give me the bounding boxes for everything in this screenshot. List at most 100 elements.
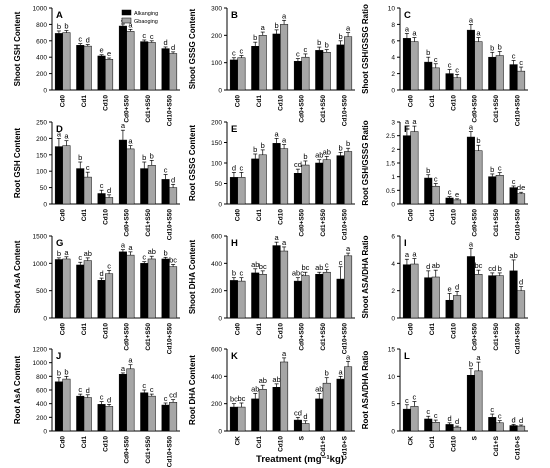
bar bbox=[410, 406, 419, 432]
significance-letter: d bbox=[455, 417, 459, 426]
bar bbox=[126, 148, 135, 205]
bar bbox=[83, 176, 92, 205]
bar bbox=[431, 422, 440, 432]
bar bbox=[140, 168, 149, 205]
significance-letter: ab bbox=[148, 247, 156, 256]
significance-letter: b bbox=[232, 269, 236, 278]
bar bbox=[237, 280, 246, 319]
significance-letter: b bbox=[57, 369, 61, 378]
y-tick-label: 600 bbox=[36, 388, 47, 395]
significance-letter: a bbox=[405, 24, 410, 33]
x-tick-label: Cd0 bbox=[235, 323, 242, 336]
x-tick-label: Cd1+S50 bbox=[493, 209, 500, 237]
y-tick-label: 200 bbox=[211, 401, 222, 408]
x-tick-label: Cd0 bbox=[60, 209, 67, 222]
x-tick-label: Cd0+S50 bbox=[124, 209, 131, 237]
bar bbox=[293, 173, 302, 205]
significance-letter: bc bbox=[169, 255, 177, 264]
y-tick-label: 100 bbox=[211, 161, 222, 168]
y-tick-label: 0 bbox=[391, 88, 395, 95]
bar bbox=[140, 263, 149, 319]
bar bbox=[54, 259, 63, 319]
significance-letter: c bbox=[150, 32, 154, 41]
x-tick-label: Cd1+S50 bbox=[145, 436, 152, 464]
bar bbox=[258, 35, 267, 91]
x-tick-label: Cd0+S50 bbox=[472, 209, 479, 237]
significance-letter: b bbox=[325, 41, 329, 50]
bar bbox=[280, 148, 289, 205]
x-tick-label: S bbox=[299, 435, 306, 440]
x-tick-label: Cd10+S50 bbox=[341, 209, 348, 241]
significance-letter: a bbox=[412, 29, 417, 38]
x-tick-label: Cd10+S50 bbox=[166, 436, 173, 468]
bar bbox=[509, 425, 518, 432]
x-tick-label: Cd0+S50 bbox=[124, 436, 131, 464]
bar bbox=[431, 276, 440, 319]
significance-letter: ab bbox=[251, 384, 259, 393]
significance-letter: d bbox=[86, 386, 90, 395]
bar bbox=[229, 59, 238, 91]
x-tick-label: Cd0+S50 bbox=[124, 323, 131, 351]
y-axis-title: Shoot GSSG Content bbox=[188, 8, 197, 89]
x-tick-label: Cd1+S50 bbox=[493, 323, 500, 351]
legend: Alkanging Gbaoging bbox=[121, 9, 158, 25]
y-tick-label: 0 bbox=[391, 202, 395, 209]
y-tick-label: 10 bbox=[388, 374, 396, 381]
y-tick-label: 200 bbox=[211, 120, 222, 127]
panel-letter: K bbox=[231, 351, 238, 362]
bar bbox=[251, 272, 260, 319]
bar bbox=[161, 258, 170, 319]
x-tick-label: Cd10 bbox=[102, 95, 109, 111]
bar bbox=[509, 64, 518, 91]
bar bbox=[431, 67, 440, 91]
bar bbox=[474, 41, 483, 91]
x-tick-label: Cd10+S50 bbox=[514, 95, 521, 127]
significance-letter: c bbox=[78, 35, 82, 44]
x-tick-label: Cd10 bbox=[277, 436, 284, 452]
bar bbox=[105, 273, 114, 319]
bar bbox=[258, 274, 267, 319]
x-tick-label: Cd0 bbox=[408, 95, 415, 108]
x-tick-label: Cd0 bbox=[60, 95, 67, 108]
significance-letter: b bbox=[498, 42, 502, 51]
significance-letter: c bbox=[100, 181, 104, 190]
bar bbox=[118, 251, 127, 319]
bar bbox=[251, 158, 260, 205]
bar bbox=[237, 406, 246, 432]
y-tick-label: 0 bbox=[218, 88, 222, 95]
significance-letter: c bbox=[78, 385, 82, 394]
significance-letter: b bbox=[338, 143, 342, 152]
bar bbox=[336, 378, 345, 432]
significance-letter: d bbox=[447, 414, 451, 423]
bar bbox=[62, 258, 71, 319]
bar bbox=[344, 151, 353, 205]
x-tick-label: Cd10+S bbox=[341, 435, 348, 460]
x-tick-label: Cd10 bbox=[277, 95, 284, 111]
x-tick-label: Cd10 bbox=[450, 209, 457, 225]
x-tick-label: Cd1+S bbox=[320, 435, 327, 456]
significance-letter: a bbox=[121, 121, 126, 130]
significance-letter: a bbox=[261, 23, 266, 32]
bar bbox=[402, 408, 411, 432]
bar bbox=[293, 61, 302, 91]
y-tick-label: 1000 bbox=[33, 261, 48, 268]
bar bbox=[322, 52, 331, 91]
bar bbox=[517, 425, 526, 432]
significance-letter: c bbox=[339, 258, 343, 267]
x-tick-label: CK bbox=[408, 436, 415, 446]
significance-letter: b bbox=[78, 153, 82, 162]
bar bbox=[62, 32, 71, 91]
bar bbox=[54, 381, 63, 432]
significance-letter: b bbox=[338, 32, 342, 41]
significance-letter: ab bbox=[251, 260, 259, 269]
significance-letter: a bbox=[476, 353, 481, 362]
significance-letter: c bbox=[107, 261, 111, 270]
bar bbox=[315, 274, 324, 319]
y-tick-label: 400 bbox=[36, 401, 47, 408]
significance-letter: b bbox=[150, 151, 154, 160]
bar bbox=[161, 179, 170, 205]
significance-letter: d bbox=[107, 186, 111, 195]
